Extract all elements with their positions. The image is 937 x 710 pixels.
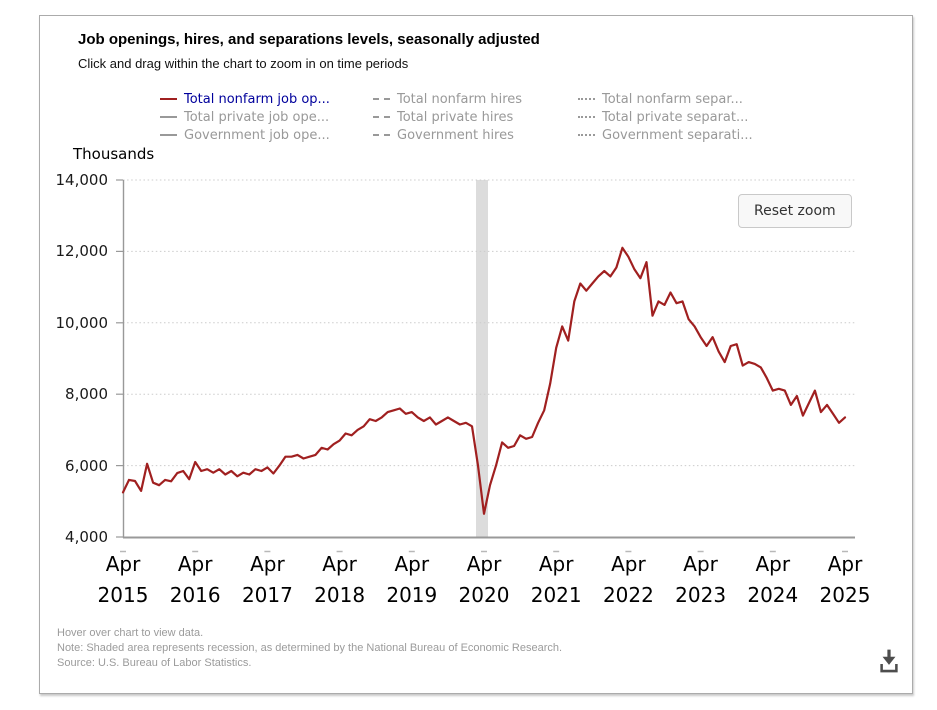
dotted-line-swatch-icon — [578, 133, 595, 136]
dashed-line-swatch-icon — [373, 115, 390, 118]
y-tick-label: 14,000 — [55, 171, 109, 189]
footer-hover-hint: Hover over chart to view data. — [57, 627, 204, 639]
x-tick-label: Apr 2017 — [241, 552, 293, 607]
y-tick-label: 6,000 — [65, 456, 108, 475]
legend-column-hires: Total nonfarm hires Total private hires … — [373, 91, 522, 145]
x-tick-label: Apr 2020 — [458, 552, 510, 607]
download-icon — [880, 649, 898, 673]
x-tick-label: Apr 2018 — [314, 552, 366, 607]
legend-label: Total nonfarm hires — [397, 92, 523, 107]
legend-item-total-private-separations[interactable]: Total private separat... — [578, 109, 753, 127]
chart-subtitle: Click and drag within the chart to zoom … — [78, 56, 409, 71]
dotted-line-swatch-icon — [578, 115, 595, 118]
legend-item-government-hires[interactable]: Government hires — [373, 127, 522, 145]
y-tick-label: 10,000 — [55, 313, 109, 332]
solid-line-swatch-icon — [160, 97, 177, 100]
chart-zoom-region[interactable] — [123, 180, 855, 537]
recession-band — [476, 180, 488, 537]
dotted-line-swatch-icon — [578, 97, 595, 100]
chart-title: Job openings, hires, and separations lev… — [78, 31, 540, 48]
x-tick-label: Apr 2022 — [602, 552, 654, 607]
solid-line-swatch-icon — [160, 115, 177, 118]
x-tick-label: Apr 2023 — [675, 552, 727, 607]
y-tick-label: 4,000 — [65, 528, 108, 546]
legend-label: Total private job ope... — [184, 110, 330, 125]
solid-line-swatch-icon — [160, 133, 177, 136]
legend-label: Government hires — [397, 128, 514, 143]
x-tick-label: Apr 2021 — [530, 552, 582, 607]
y-tick-label: 12,000 — [55, 242, 109, 261]
reset-zoom-button[interactable]: Reset zoom — [738, 194, 852, 228]
x-tick-label: Apr 2019 — [386, 552, 438, 607]
legend-label: Total nonfarm job op... — [184, 92, 330, 107]
x-tick-label: Apr 2016 — [169, 552, 221, 607]
legend-item-total-nonfarm-job-openings[interactable]: Total nonfarm job op... — [160, 91, 330, 109]
footer-source: Source: U.S. Bureau of Labor Statistics. — [57, 657, 252, 669]
x-tick-label: Apr 2025 — [819, 552, 871, 607]
legend-item-government-job-openings[interactable]: Government job ope... — [160, 127, 330, 145]
legend-label: Total nonfarm separ... — [602, 92, 743, 107]
footer-note: Note: Shaded area represents recession, … — [57, 642, 563, 654]
legend-item-total-nonfarm-hires[interactable]: Total nonfarm hires — [373, 91, 522, 109]
y-axis-title: Thousands — [73, 145, 155, 163]
legend: Total nonfarm job op... Total private jo… — [0, 91, 937, 147]
legend-item-total-nonfarm-separations[interactable]: Total nonfarm separ... — [578, 91, 753, 109]
chart-footer: Hover over chart to view data. Note: Sha… — [57, 626, 562, 671]
series-total-nonfarm-job-openings — [121, 246, 847, 515]
legend-item-total-private-job-openings[interactable]: Total private job ope... — [160, 109, 330, 127]
legend-label: Government separati... — [602, 128, 753, 143]
download-button[interactable] — [874, 645, 904, 677]
legend-label: Total private separat... — [602, 110, 749, 125]
dashed-line-swatch-icon — [373, 133, 390, 136]
legend-column-separations: Total nonfarm separ... Total private sep… — [578, 91, 753, 145]
x-tick-label: Apr 2024 — [747, 552, 799, 607]
legend-label: Government job ope... — [184, 128, 330, 143]
legend-label: Total private hires — [397, 110, 514, 125]
legend-item-total-private-hires[interactable]: Total private hires — [373, 109, 522, 127]
y-tick-label: 8,000 — [65, 385, 108, 404]
x-tick-label: Apr 2015 — [97, 552, 149, 607]
legend-item-government-separations[interactable]: Government separati... — [578, 127, 753, 145]
dashed-line-swatch-icon — [373, 97, 390, 100]
legend-column-job-openings: Total nonfarm job op... Total private jo… — [160, 91, 330, 145]
